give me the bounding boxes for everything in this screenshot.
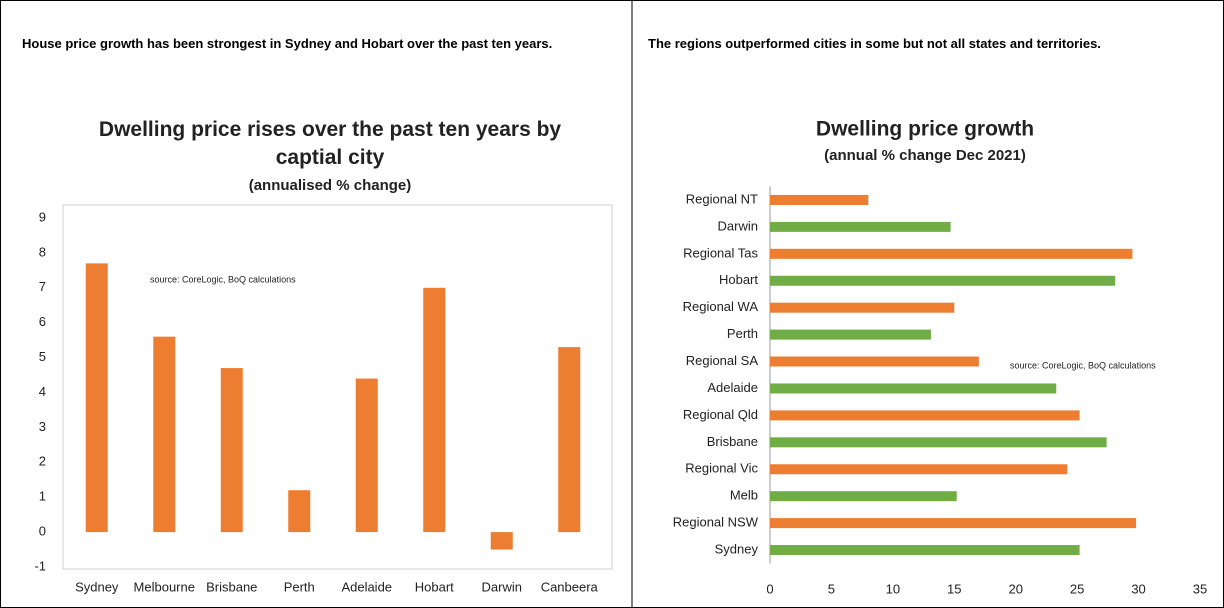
x-tick-label: Perth: [284, 579, 315, 594]
y-tick-label: Melb: [730, 488, 758, 503]
bar: [490, 532, 513, 550]
y-tick-label: Brisbane: [707, 434, 758, 449]
x-tick-label: 0: [766, 581, 773, 596]
bar: [770, 383, 1057, 394]
y-tick-label: 5: [39, 349, 46, 364]
plot-frame: [62, 204, 613, 570]
y-tick-label: Regional Tas: [683, 245, 758, 260]
bar: [220, 368, 243, 533]
y-tick-label: 3: [39, 419, 46, 434]
chart-subtitle: (annualised % change): [249, 177, 412, 194]
chart-title: Dwelling price rises over the past ten y…: [99, 118, 562, 169]
panel-heading: The regions outperformed cities in some …: [648, 36, 1101, 51]
panel-heading: House price growth has been strongest in…: [22, 36, 552, 51]
chart-subtitle: (annual % change Dec 2021): [824, 147, 1026, 164]
y-tick-label: Perth: [727, 326, 758, 341]
bar: [770, 437, 1107, 448]
y-tick-label: 1: [39, 489, 46, 504]
bar: [770, 275, 1116, 286]
y-tick-label: 8: [39, 244, 46, 259]
bar: [770, 491, 957, 502]
x-tick-label: Hobart: [415, 579, 454, 594]
y-tick-label: Regional SA: [686, 353, 759, 368]
y-tick-label: Regional Qld: [683, 407, 758, 422]
y-tick-label: Regional Vic: [685, 461, 758, 476]
annotation: source: CoreLogic, BoQ calculations: [1010, 360, 1156, 370]
chart-title: Dwelling price growth: [816, 118, 1034, 141]
bar: [153, 336, 176, 533]
bar: [770, 356, 979, 367]
x-tick-label: Adelaide: [341, 579, 392, 594]
y-tick-label: 6: [39, 314, 46, 329]
bar: [770, 518, 1137, 529]
bar: [355, 378, 378, 533]
annotation: source: CoreLogic, BoQ calculations: [150, 274, 296, 284]
x-tick-label: 10: [886, 581, 900, 596]
y-tick-label: 4: [39, 384, 46, 399]
x-tick-label: Sydney: [75, 579, 119, 594]
y-tick-label: Regional WA: [683, 299, 759, 314]
x-tick-label: 15: [947, 581, 961, 596]
y-tick-label: Darwin: [718, 218, 758, 233]
y-tick-label: Regional NSW: [673, 515, 759, 530]
bar: [423, 287, 446, 533]
x-tick-label: 30: [1131, 581, 1145, 596]
y-tick-label: 7: [39, 279, 46, 294]
bar: [558, 347, 581, 533]
x-tick-label: 20: [1008, 581, 1022, 596]
x-tick-label: Darwin: [482, 579, 522, 594]
x-tick-label: 5: [828, 581, 835, 596]
bar: [770, 329, 931, 340]
y-tick-label: 2: [39, 454, 46, 469]
x-tick-label: Melbourne: [134, 579, 195, 594]
bar: [770, 248, 1133, 259]
y-tick-label: 0: [39, 524, 46, 539]
bar: [770, 302, 955, 313]
x-tick-label: 25: [1070, 581, 1084, 596]
bar: [85, 263, 108, 533]
y-tick-label: 9: [39, 209, 46, 224]
bar: [770, 221, 951, 232]
y-tick-label: Adelaide: [707, 380, 758, 395]
bar: [288, 490, 311, 533]
y-tick-label: -1: [34, 558, 46, 573]
y-tick-label: Regional NT: [686, 191, 758, 206]
y-tick-label: Hobart: [719, 272, 758, 287]
bar: [770, 464, 1068, 475]
bar: [770, 545, 1080, 556]
x-tick-label: Brisbane: [206, 579, 257, 594]
y-tick-label: Sydney: [715, 541, 759, 556]
bar: [770, 194, 869, 205]
bar: [770, 410, 1080, 421]
x-tick-label: 35: [1193, 581, 1207, 596]
x-tick-label: Canbeera: [541, 579, 599, 594]
